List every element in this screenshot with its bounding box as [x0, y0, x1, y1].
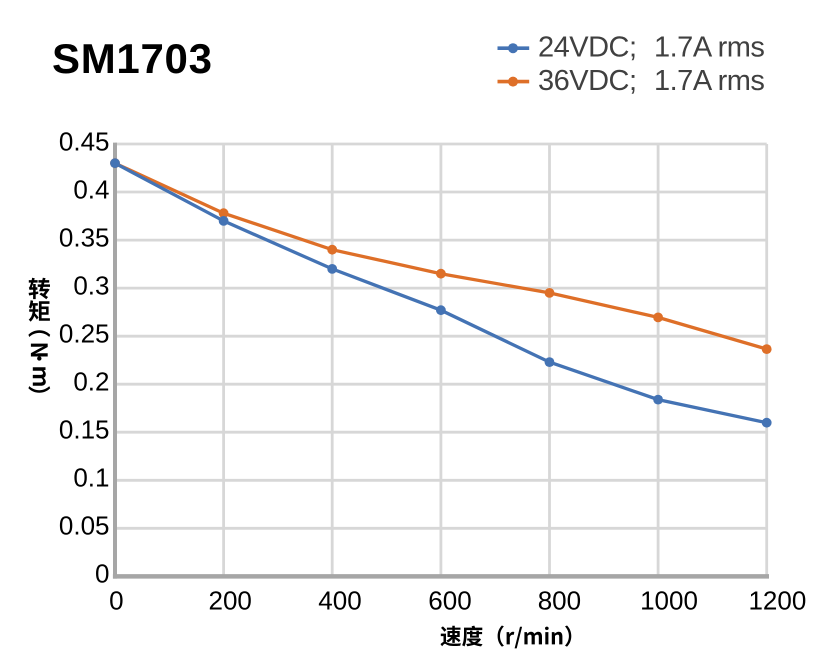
- svg-text:1.7A rms: 1.7A rms: [654, 32, 764, 64]
- svg-text:0.3: 0.3: [73, 270, 109, 300]
- svg-text:0.25: 0.25: [59, 319, 110, 349]
- svg-text:600: 600: [428, 586, 471, 616]
- svg-text:24VDC: 24VDC: [538, 32, 629, 64]
- svg-text:36VDC: 36VDC: [538, 65, 629, 97]
- svg-text:0: 0: [109, 586, 123, 616]
- svg-text:0.45: 0.45: [59, 126, 110, 156]
- svg-text:400: 400: [318, 586, 361, 616]
- svg-text:1.7A rms: 1.7A rms: [654, 65, 764, 97]
- svg-text:0.35: 0.35: [59, 222, 110, 252]
- svg-text:;: ;: [629, 65, 637, 97]
- svg-text:0.4: 0.4: [73, 174, 109, 204]
- svg-text:0.2: 0.2: [73, 367, 109, 397]
- svg-text:;: ;: [629, 32, 637, 64]
- svg-text:1200: 1200: [748, 586, 806, 616]
- svg-text:0: 0: [95, 559, 109, 589]
- svg-text:200: 200: [209, 586, 252, 616]
- svg-text:0.1: 0.1: [73, 463, 109, 493]
- svg-text:SM1703: SM1703: [52, 35, 213, 82]
- svg-text:1000: 1000: [640, 586, 698, 616]
- svg-text:800: 800: [538, 586, 581, 616]
- svg-text:0.15: 0.15: [59, 415, 110, 445]
- svg-text:0.05: 0.05: [59, 511, 110, 541]
